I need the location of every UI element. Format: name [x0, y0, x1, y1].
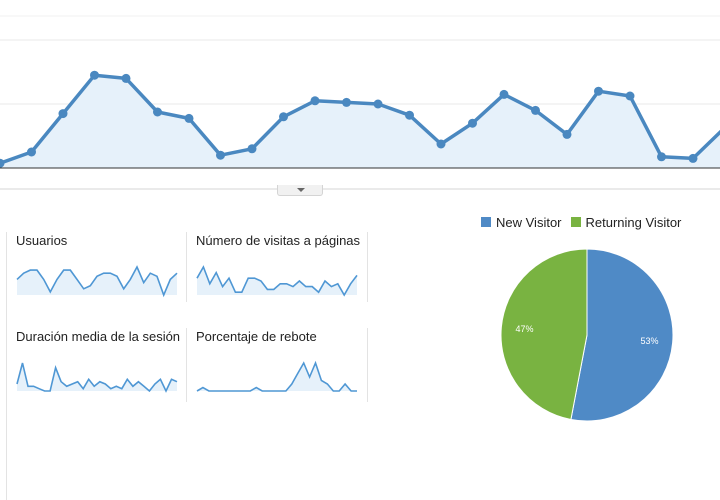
chart-data-point[interactable] [405, 110, 414, 120]
metric-duracion-sesion[interactable]: Duración media de la sesión [16, 329, 180, 401]
pie-slice-label: 53% [640, 336, 658, 346]
pie-slice-new-visitor[interactable] [570, 248, 674, 422]
sparkline-line [16, 362, 178, 393]
chart-data-point[interactable] [184, 113, 194, 123]
sparkline-porcentaje-rebote [196, 360, 357, 392]
sparkline-area [17, 267, 177, 295]
chart-data-point[interactable] [247, 144, 257, 154]
chart-data-point[interactable] [688, 153, 698, 163]
sparkline-area [197, 363, 357, 391]
chart-data-point[interactable] [562, 129, 572, 139]
sparkline-area [17, 363, 177, 391]
chart-data-point[interactable] [468, 118, 477, 128]
chart-data-point[interactable] [153, 107, 162, 117]
sparkline-visitas-paginas [196, 265, 358, 297]
sparkline-duracion-sesion [16, 362, 178, 393]
metric-porcentaje-rebote[interactable]: Porcentaje de rebote [196, 329, 357, 401]
sparkline-line [196, 360, 357, 392]
metric-visitas-paginas[interactable]: Número de visitas a páginas [196, 233, 360, 305]
metric-divider [367, 328, 368, 402]
metric-usuarios[interactable]: Usuarios [16, 233, 178, 305]
chart-data-point[interactable] [279, 112, 288, 122]
legend-label: New Visitor [496, 214, 562, 230]
pie-slice-label: 47% [515, 324, 533, 334]
sessions-line-chart [0, 15, 720, 190]
sparkline-line [196, 265, 358, 297]
metric-divider [367, 232, 368, 302]
chart-data-point[interactable] [373, 99, 383, 109]
chart-data-point[interactable] [58, 109, 68, 119]
caret-down-icon [297, 188, 305, 192]
chart-data-point[interactable] [0, 158, 5, 168]
chart-data-point[interactable] [436, 139, 446, 149]
visitor-type-pie-chart: 53% 47% [500, 248, 674, 422]
chart-data-point[interactable] [342, 97, 351, 107]
legend-swatch [481, 217, 491, 227]
metric-label: Número de visitas a páginas [196, 233, 361, 248]
sparkline-usuarios [16, 265, 178, 298]
legend-item-returning-visitor[interactable]: Returning Visitor [570, 214, 682, 230]
legend-item-new-visitor[interactable]: New Visitor [481, 215, 562, 230]
legend-label: Returning Visitor [585, 214, 682, 230]
metric-label: Usuarios [16, 233, 68, 248]
collapse-chart-handle[interactable] [277, 185, 323, 196]
metric-divider [186, 232, 187, 302]
chart-series-line [0, 73, 720, 165]
sparkline-line [16, 265, 178, 298]
chart-data-point[interactable] [216, 150, 225, 160]
chart-data-point[interactable] [625, 91, 635, 101]
metric-label: Porcentaje de rebote [196, 329, 317, 344]
metric-divider [6, 232, 7, 500]
chart-data-point[interactable] [594, 86, 603, 96]
chart-area-fill [0, 75, 720, 168]
chart-data-point[interactable] [310, 96, 320, 106]
chart-data-point[interactable] [121, 73, 131, 83]
chart-data-point[interactable] [657, 152, 666, 162]
chart-data-point[interactable] [90, 70, 99, 80]
pie-slice-returning-visitor[interactable] [500, 248, 588, 421]
chart-data-point[interactable] [499, 89, 509, 99]
legend-swatch [570, 217, 581, 227]
metric-label: Duración media de la sesión [16, 329, 181, 344]
sparkline-area [197, 267, 357, 295]
pie-legend: New Visitor Returning Visitor [481, 213, 690, 231]
metric-divider [186, 328, 187, 402]
chart-data-point[interactable] [531, 105, 540, 115]
chart-data-point[interactable] [27, 147, 36, 157]
